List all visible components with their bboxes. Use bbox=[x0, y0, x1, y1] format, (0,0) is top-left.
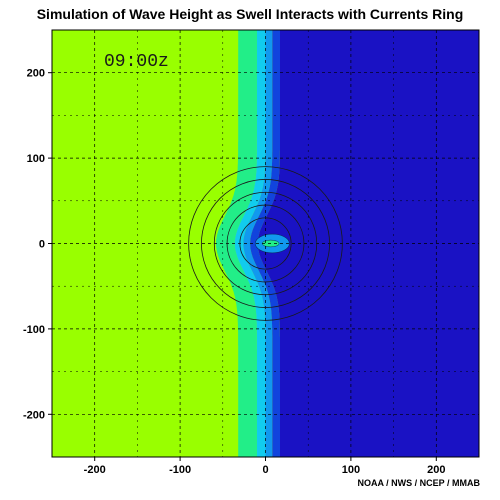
ring-contour bbox=[213, 191, 318, 296]
x-tick-label: -200 bbox=[84, 464, 106, 476]
band-1 bbox=[216, 30, 257, 457]
grid-lines bbox=[52, 30, 479, 457]
ring-contour bbox=[239, 217, 292, 270]
x-tick-label: -100 bbox=[169, 464, 191, 476]
time-label: 09:00z bbox=[104, 52, 169, 72]
y-tick-label: 200 bbox=[27, 68, 45, 80]
y-tick-label: -100 bbox=[23, 324, 45, 336]
current-ring-contours bbox=[188, 166, 343, 321]
y-tick-label: -200 bbox=[23, 409, 45, 421]
ring-contour bbox=[188, 166, 343, 321]
x-tick-label: 0 bbox=[262, 464, 268, 476]
band-5 bbox=[257, 30, 479, 457]
y-tick-label: 100 bbox=[27, 153, 45, 165]
credit-line: NOAA / NWS / NCEP / MMAB bbox=[357, 478, 480, 488]
chart-title: Simulation of Wave Height as Swell Inter… bbox=[36, 6, 464, 22]
band-4 bbox=[250, 30, 280, 457]
ring-contour bbox=[226, 204, 305, 283]
y-tick-label: 0 bbox=[39, 239, 45, 251]
x-tick-label: 200 bbox=[427, 464, 445, 476]
x-tick-label: 100 bbox=[342, 464, 360, 476]
ring-contour bbox=[201, 179, 330, 308]
axis-ticks: -200 -100 0 100 200 200 100 0 -100 -200 bbox=[23, 68, 446, 476]
band-2 bbox=[234, 30, 266, 457]
